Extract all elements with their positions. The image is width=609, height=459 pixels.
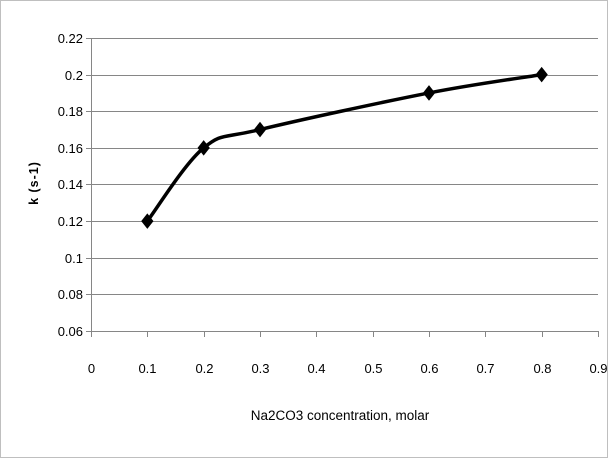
- x-tick-label: 0.2: [195, 361, 213, 376]
- series-line: [145, 72, 544, 223]
- y-tick-label: 0.22: [58, 31, 83, 46]
- x-tick-label: 0.8: [533, 361, 551, 376]
- data-point-marker: [197, 140, 210, 156]
- y-axis-title: k (s-1): [27, 161, 41, 205]
- y-tick-label: 0.08: [58, 287, 83, 302]
- y-tick-label: 0.1: [65, 251, 83, 266]
- x-tick-label: 0.1: [138, 361, 156, 376]
- data-point-marker: [253, 121, 267, 138]
- x-tick-label: 0.3: [251, 361, 269, 376]
- x-tick-label: 0.9: [589, 361, 607, 376]
- x-tick-label: 0.5: [364, 361, 382, 376]
- y-tick-label: 0.06: [58, 324, 83, 339]
- x-tick-label: 0.6: [420, 361, 438, 376]
- y-tick-label: 0.16: [58, 141, 83, 156]
- x-tick-label: 0: [88, 361, 95, 376]
- data-point-marker: [422, 85, 436, 101]
- y-tick-label: 0.18: [58, 104, 83, 119]
- x-axis-title: Na2CO3 concentration, molar: [251, 408, 430, 423]
- y-tick-label: 0.14: [58, 177, 83, 192]
- x-tick-label: 0.7: [476, 361, 494, 376]
- plot-area: 0.06 0.08 0.1 0.12 0.14 0.16 0.18 0.2 0.22 0 0.1 0.…: [58, 31, 608, 376]
- y-tick-label: 0.2: [65, 68, 83, 83]
- x-tick-label: 0.4: [307, 361, 325, 376]
- y-tick-label: 0.12: [58, 214, 83, 229]
- data-point-marker: [535, 66, 548, 83]
- data-point-marker: [141, 213, 154, 229]
